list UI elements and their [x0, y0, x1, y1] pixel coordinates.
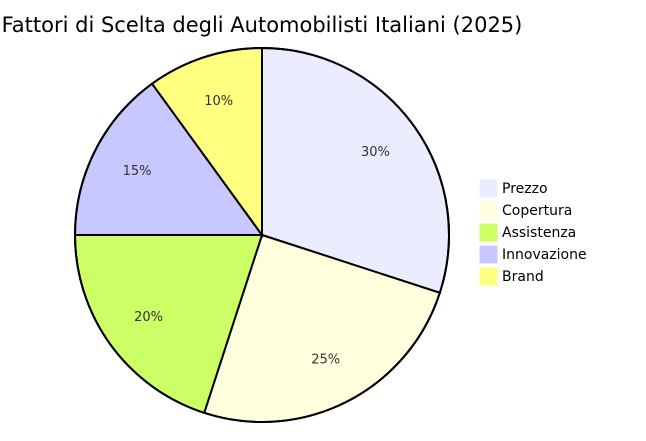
legend-swatch — [479, 223, 498, 242]
legend-label: Prezzo — [502, 181, 548, 197]
legend-label: Brand — [502, 269, 544, 285]
pie-outline — [74, 47, 450, 423]
slice-label: 10% — [204, 94, 233, 109]
slice-label: 20% — [134, 310, 163, 325]
legend-swatch — [479, 201, 498, 220]
legend-label: Assistenza — [502, 225, 576, 241]
legend-swatch — [479, 267, 498, 286]
slice-label: 15% — [123, 164, 152, 179]
slice-label: 25% — [311, 352, 340, 367]
legend-label: Innovazione — [502, 247, 587, 263]
legend-swatch — [479, 179, 498, 198]
legend-swatch — [479, 245, 498, 264]
legend-label: Copertura — [502, 203, 572, 219]
slice-label: 30% — [361, 145, 390, 160]
chart-title: Fattori di Scelta degli Automobilisti It… — [2, 13, 523, 37]
